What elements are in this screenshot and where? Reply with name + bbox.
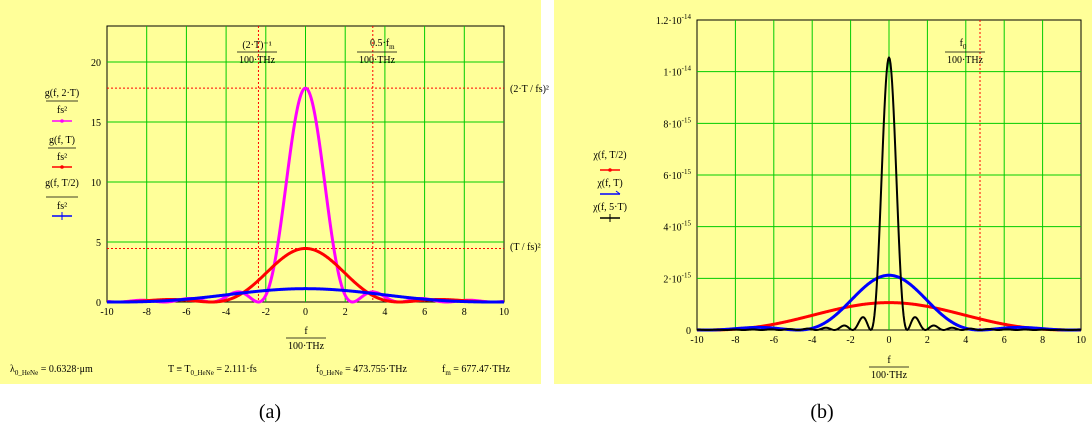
legend-g-2T-den: fs² [57,105,67,116]
marker-half-fm-unit: 100·THz [359,55,396,66]
x-tick-label: 0 [303,307,308,318]
y-tick-label: 15 [91,118,101,129]
x-tick-label: -4 [222,307,230,318]
legend-chi-T2-label: χ(f, T/2) [592,150,626,161]
legend-chi-5T-label: χ(f, 5·T) [592,202,627,213]
x-tick-label: -6 [182,307,190,318]
x-tick-label: 6 [1002,335,1007,346]
panel-b-x-label-unit: 100·THz [871,370,908,381]
panel-b-y-legend: χ(f, T/2) χ(f, T) χ(f, 5·T) [592,150,627,222]
x-tick-label: -8 [143,307,151,318]
x-tick-label: -10 [690,335,703,346]
legend-g-2T-num: g(f, 2·T) [45,88,79,99]
x-tick-label: 6 [422,307,427,318]
x-tick-label: -2 [262,307,270,318]
x-tick-label: 10 [499,307,509,318]
caption-a: (a) [259,401,281,423]
x-tick-label: 4 [382,307,387,318]
y-tick-label: 5 [96,238,101,249]
legend-chi-T-label: χ(f, T) [596,178,622,189]
y-tick-label: 0 [96,298,101,309]
y-tick-label: 10 [91,178,101,189]
x-tick-label: -8 [731,335,739,346]
x-tick-label: 8 [1040,335,1045,346]
x-tick-label: -10 [100,307,113,318]
x-tick-label: 10 [1076,335,1086,346]
x-tick-label: 4 [963,335,968,346]
x-tick-label: 2 [925,335,930,346]
marker-2T-inverse-unit: 100·THz [239,55,276,66]
caption-b: (b) [810,401,833,423]
marker-2T-over-fs-squared: (2·T / fs)² [510,84,549,95]
legend-g-T2-num: g(f, T/2) [45,178,79,189]
x-tick-label: 8 [462,307,467,318]
x-tick-label: -4 [808,335,816,346]
x-tick-label: 2 [343,307,348,318]
legend-g-T-num: g(f, T) [49,135,75,146]
legend-g-T2-den: fs² [57,201,67,212]
y-tick-label: 0 [686,326,691,337]
marker-T-over-fs-squared: (T / fs)² [510,242,541,253]
marker-f0-unit: 100·THz [947,55,984,66]
x-tick-label: 0 [887,335,892,346]
marker-2T-inverse: (2·T)⁻¹ [242,40,271,51]
panel-a-x-label-unit: 100·THz [288,341,325,352]
x-tick-label: -6 [770,335,778,346]
x-tick-label: -2 [846,335,854,346]
legend-g-T-den: fs² [57,152,67,163]
y-tick-label: 20 [91,58,101,69]
